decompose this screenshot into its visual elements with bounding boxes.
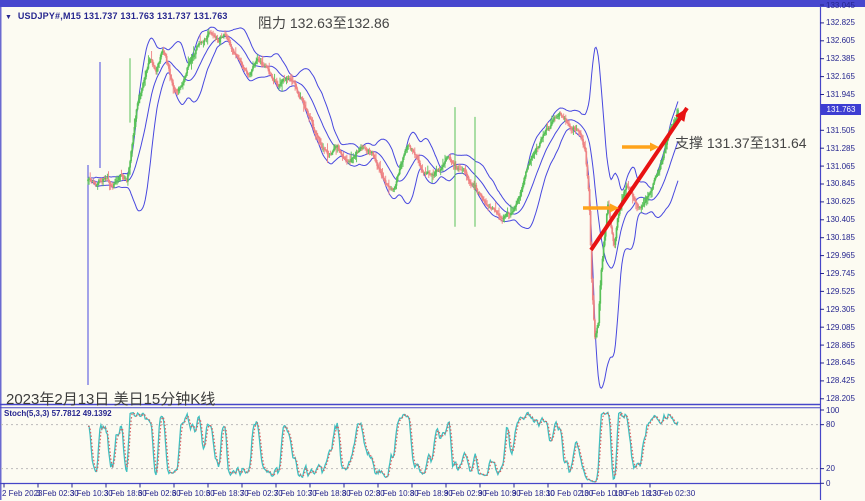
- price-label: 129.525: [826, 286, 855, 296]
- price-label: 131.945: [826, 89, 855, 99]
- price-label: 20: [826, 464, 835, 474]
- chart-header: ▼ USDJPY#,M15 131.737 131.763 131.737 13…: [5, 11, 228, 21]
- price-label: 80: [826, 420, 835, 430]
- price-label: 128.865: [826, 340, 855, 350]
- price-label: 130.185: [826, 233, 855, 243]
- price-label: 129.305: [826, 304, 855, 314]
- price-label: 132.385: [826, 54, 855, 64]
- time-label: 9 Feb 10:30: [478, 489, 521, 498]
- time-label: 6 Feb 10:30: [172, 489, 215, 498]
- collapse-panel-icon[interactable]: ▼: [5, 14, 13, 21]
- time-label: 10 Feb 02:30: [546, 489, 594, 498]
- support-annotation: 支撑 131.37至131.64: [675, 135, 807, 151]
- time-label: 9 Feb 18:30: [512, 489, 555, 498]
- time-label: 7 Feb 02:30: [240, 489, 283, 498]
- price-label: 132.825: [826, 18, 855, 28]
- time-label: 7 Feb 10:30: [274, 489, 317, 498]
- time-label: 13 Feb 02:30: [648, 489, 696, 498]
- price-label: 130.625: [826, 197, 855, 207]
- time-label: 3 Feb 02:30: [36, 489, 79, 498]
- time-label: 3 Feb 10:30: [70, 489, 113, 498]
- current-price-badge: 131.763: [821, 103, 861, 115]
- time-label: 6 Feb 18:30: [206, 489, 249, 498]
- time-label: 6 Feb 02:30: [138, 489, 181, 498]
- time-label: 8 Feb 18:30: [410, 489, 453, 498]
- price-label: 132.605: [826, 36, 855, 46]
- price-label: 131.505: [826, 125, 855, 135]
- time-label: 7 Feb 18:30: [308, 489, 351, 498]
- time-label: 8 Feb 10:30: [376, 489, 419, 498]
- price-label: 131.065: [826, 161, 855, 171]
- time-label: 8 Feb 02:30: [342, 489, 385, 498]
- price-label: 0: [826, 478, 831, 488]
- window-top-bar: [0, 0, 865, 7]
- time-label: 2 Feb 2023: [2, 489, 43, 498]
- chart-caption: 2023年2月13日 美日15分钟K线: [6, 391, 216, 408]
- resistance-annotation: 阻力 132.63至132.86: [258, 15, 390, 31]
- price-label: 128.645: [826, 358, 855, 368]
- price-label: 129.965: [826, 251, 855, 261]
- price-label: 133.045: [826, 0, 855, 10]
- price-label: 129.085: [826, 322, 855, 332]
- symbol-label: USDJPY#,M15: [17, 11, 82, 21]
- price-label: 100: [826, 405, 840, 415]
- price-label: 128.205: [826, 394, 855, 404]
- price-label: 128.425: [826, 376, 855, 386]
- price-label: 130.405: [826, 215, 855, 225]
- time-label: 9 Feb 02:30: [444, 489, 487, 498]
- price-label: 129.745: [826, 268, 855, 278]
- ohlc-quotes: 131.737 131.763 131.737 131.763: [83, 11, 228, 21]
- time-label: 3 Feb 18:30: [104, 489, 147, 498]
- indicator-label: Stoch(5,3,3) 57.7812 49.1392: [4, 409, 112, 418]
- price-label: 132.165: [826, 72, 855, 82]
- price-label: 131.285: [826, 143, 855, 153]
- time-label: 10 Feb 18:30: [614, 489, 662, 498]
- time-label: 10 Feb 10:30: [580, 489, 628, 498]
- price-label: 130.845: [826, 179, 855, 189]
